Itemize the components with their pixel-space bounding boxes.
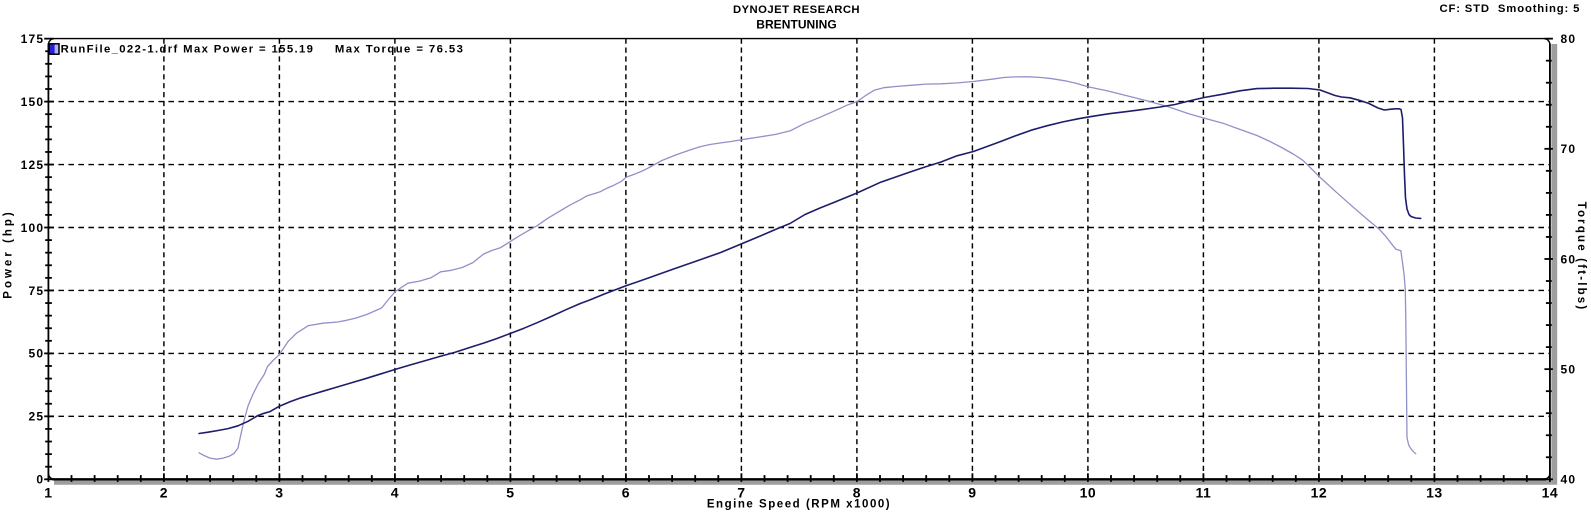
svg-text:13: 13 [1426, 484, 1443, 500]
svg-text:40: 40 [1561, 473, 1577, 487]
svg-text:75: 75 [29, 284, 45, 298]
svg-text:100: 100 [21, 221, 45, 235]
svg-text:7: 7 [737, 484, 745, 500]
svg-text:RunFile_022-1.drf Max Power =: RunFile_022-1.drf Max Power = 155.19 [61, 44, 315, 56]
svg-text:70: 70 [1561, 142, 1577, 156]
svg-text:3: 3 [275, 484, 283, 500]
svg-text:Engine Speed (RPM x1000): Engine Speed (RPM x1000) [707, 499, 891, 511]
svg-text:6: 6 [622, 484, 630, 500]
svg-text:25: 25 [29, 410, 45, 424]
svg-text:2: 2 [160, 484, 168, 500]
svg-text:12: 12 [1311, 484, 1328, 500]
svg-text:Torque (ft-lbs): Torque (ft-lbs) [1575, 202, 1587, 312]
svg-text:14: 14 [1542, 484, 1559, 500]
svg-text:DYNOJET RESEARCH: DYNOJET RESEARCH [733, 4, 860, 16]
svg-text:8: 8 [853, 484, 861, 500]
svg-text:11: 11 [1195, 484, 1211, 500]
svg-text:60: 60 [1561, 252, 1577, 266]
svg-text:1: 1 [44, 484, 52, 500]
svg-text:BRENTUNING: BRENTUNING [756, 18, 837, 32]
svg-text:9: 9 [968, 484, 976, 500]
svg-text:Max Torque = 76.53: Max Torque = 76.53 [335, 44, 464, 56]
svg-text:50: 50 [1561, 362, 1577, 376]
svg-text:150: 150 [21, 95, 45, 109]
svg-text:125: 125 [21, 158, 45, 172]
svg-text:175: 175 [21, 32, 45, 46]
svg-text:4: 4 [391, 484, 399, 500]
svg-text:5: 5 [506, 484, 514, 500]
svg-text:CF: STD Smoothing: 5: CF: STD Smoothing: 5 [1439, 3, 1580, 15]
svg-text:50: 50 [29, 347, 45, 361]
svg-text:10: 10 [1080, 484, 1097, 500]
svg-text:80: 80 [1561, 32, 1577, 46]
svg-text:0: 0 [36, 473, 44, 487]
svg-text:Power (hp): Power (hp) [3, 209, 15, 298]
